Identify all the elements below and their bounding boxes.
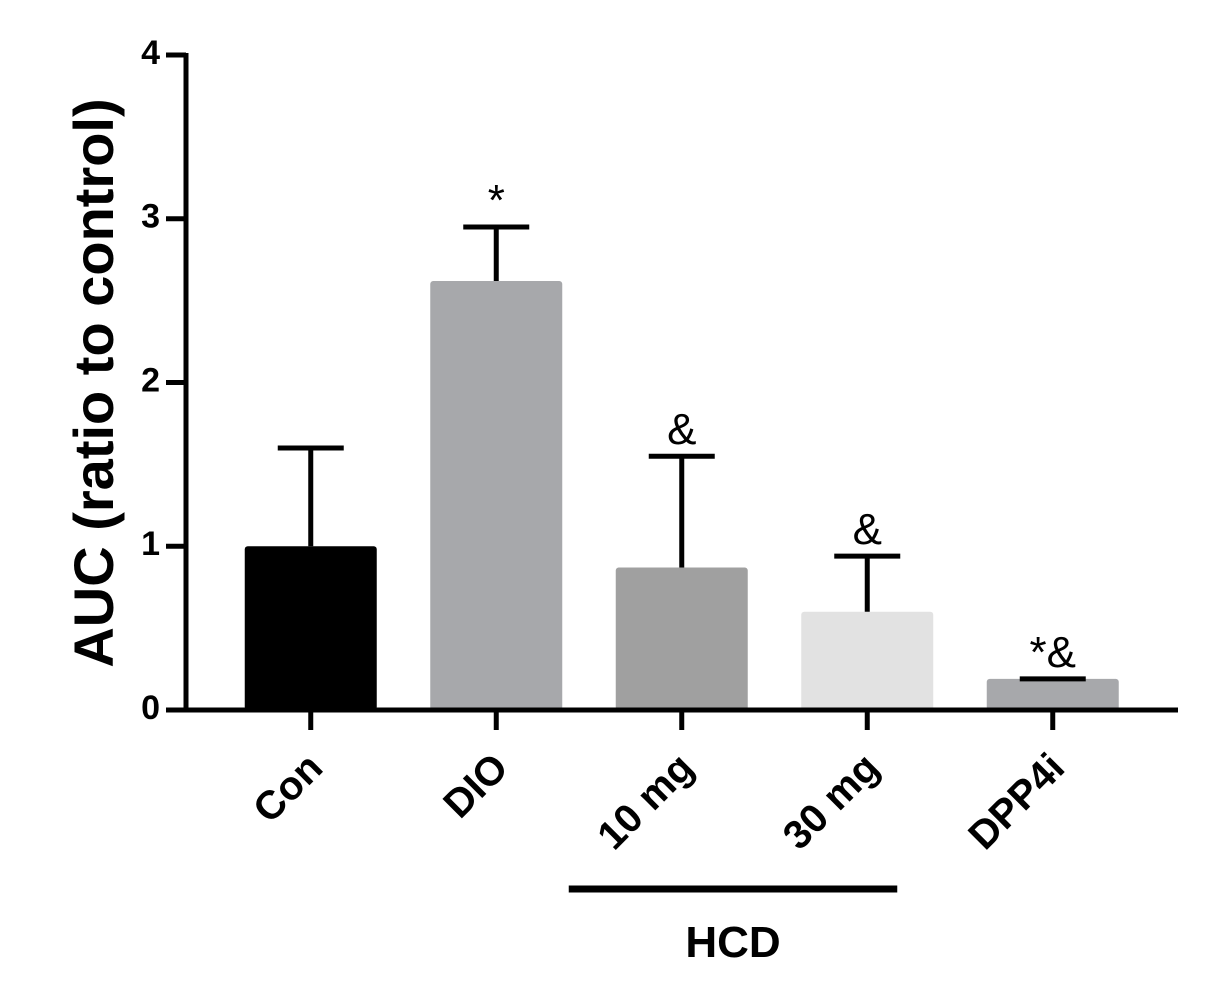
x-tick-label: 30 mg (775, 745, 888, 858)
x-tick-label: 10 mg (589, 745, 702, 858)
x-axis-ticks (308, 710, 1056, 730)
bar-30-mg (801, 611, 934, 710)
y-tick-label: 3 (141, 198, 160, 236)
y-axis-title: AUC (ratio to control) (62, 98, 125, 667)
bar-dpp4i (986, 678, 1119, 710)
y-tick-label: 1 (141, 525, 160, 563)
significance-marker: *& (1030, 628, 1076, 677)
significance-marker: & (853, 505, 882, 554)
x-tick-label: DIO (435, 745, 516, 826)
significance-marker: * (488, 176, 505, 225)
y-tick-label: 0 (141, 689, 160, 727)
bars (244, 280, 1119, 710)
group-label: HCD (685, 918, 780, 967)
bar-con (244, 546, 377, 710)
bar-10-mg (615, 567, 748, 710)
y-axis-title-group: AUC (ratio to control) (62, 98, 125, 667)
y-axis-ticks: 0 1 2 3 4 (141, 34, 186, 727)
x-tick-label: DPP4i (960, 745, 1073, 858)
error-bars (277, 224, 1086, 682)
category-labels: Con DIO 10 mg 30 mg DPP4i (245, 745, 1073, 858)
bar-dio (430, 280, 563, 710)
y-tick-label: 4 (141, 34, 160, 72)
significance-annotations: *&&*& (488, 176, 1076, 677)
y-tick-label: 2 (141, 361, 160, 399)
significance-marker: & (667, 405, 696, 454)
x-tick-label: Con (245, 745, 331, 831)
